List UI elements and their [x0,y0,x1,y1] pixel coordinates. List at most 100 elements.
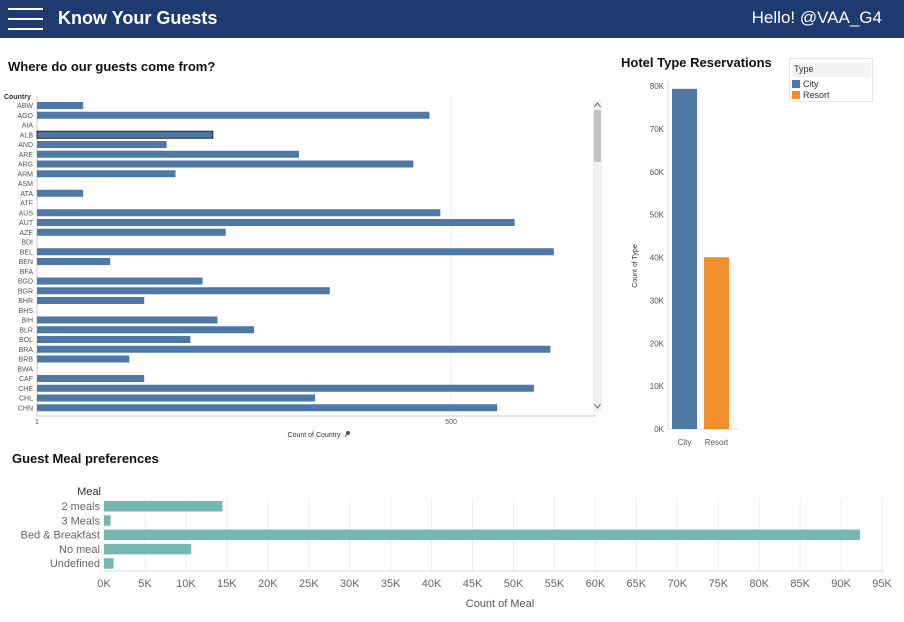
chevron-up-icon[interactable] [594,102,601,108]
country-bar [37,336,191,343]
app-header: Know Your Guests Hello! @VAA_G4 [0,0,904,38]
meal-bar [104,529,861,541]
country-chart: Country ABW AGO AIA ALB AND ARE ARG ARM ASM ATA ATF… [4,94,602,439]
meal-x-tick-label: 50K [504,578,524,590]
meal-x-tick-label: 15K [217,578,237,590]
country-bar [37,394,316,402]
app-title: Know Your Guests [58,8,218,28]
meal-x-tick-label: 90K [831,578,851,590]
hotel-y-tick-label: 10K [650,382,665,391]
meal-x-tick-label: 75K [708,578,728,590]
meal-x-tick-label: 95K [872,578,892,590]
meal-bar [104,501,223,512]
country-chart-title: Where do our guests come from? [8,59,216,74]
meal-x-tick-label: 30K [340,578,360,590]
country-x-axis-title: Count of Country [288,432,341,439]
meal-tick-label: 2 meals [61,501,100,513]
country-tick-label: ASM [18,181,33,188]
meal-tick-label: 3 Meals [61,515,100,527]
meal-axis-title: Meal [77,486,101,498]
country-bar [37,326,255,334]
legend-label-resort: Resort [803,90,830,100]
meal-x-tick-label: 25K [299,578,319,590]
country-bar [37,258,111,265]
country-bar [37,404,498,412]
country-tick-label: ARM [17,171,33,178]
hotel-y-tick-label: 50K [650,211,665,220]
country-tick-label: BHS [19,308,34,315]
meal-x-axis-title: Count of Meal [466,598,534,610]
country-x-tick-label: 1 [35,419,39,426]
country-bar [37,248,554,256]
country-bar [37,277,203,285]
country-x-tick-label: 500 [445,419,457,426]
country-bar [37,228,226,236]
country-tick-label: BGR [18,288,33,295]
hotel-y-tick-label: 20K [650,339,665,348]
meal-tick-label: No meal [59,544,100,556]
country-tick-label: BGD [18,279,33,286]
hotel-y-tick-label: 70K [650,125,665,134]
country-bar [37,170,176,178]
country-tick-label: CHE [18,386,33,393]
country-bar [36,130,214,139]
user-greeting: Hello! @VAA_G4 [751,8,882,27]
hotel-y-tick-label: 0K [654,425,664,434]
country-tick-label: BFA [20,269,34,276]
country-tick-label: AND [18,142,33,149]
meal-tick-label: Undefined [50,558,100,570]
country-tick-label: BHR [18,298,33,305]
country-tick-label: BEN [19,259,33,266]
country-bar [37,141,167,148]
country-bar [37,209,441,217]
country-tick-label: AZE [19,230,33,237]
meal-x-tick-label: 65K [627,578,647,590]
meal-x-tick-label: 35K [381,578,401,590]
country-bar [37,111,430,119]
country-tick-label: ARE [19,152,34,159]
country-tick-label: BWA [17,366,33,373]
country-tick-label: ABW [17,103,33,110]
country-tick-label: ALB [20,132,34,139]
country-tick-label: AUS [19,210,34,217]
meal-x-tick-label: 70K [668,578,688,590]
country-bar [37,345,551,353]
country-bar [37,355,130,363]
country-tick-label: BIH [21,318,33,325]
country-bar [37,316,218,324]
legend-label-city: City [803,79,819,89]
country-bar [37,297,145,304]
hotel-type-chart: 0K 10K 20K 30K 40K 50K 60K 70K 80K Count of Type C… [632,81,738,447]
country-bar [37,287,330,295]
meal-x-tick-label: 55K [545,578,565,590]
country-bar [37,384,534,392]
country-tick-label: ATA [20,191,33,198]
hamburger-menu-icon[interactable] [8,7,43,31]
country-scrollbar[interactable] [593,100,602,412]
country-bar [37,102,84,109]
meal-x-tick-label: 85K [790,578,810,590]
pin-icon[interactable] [344,431,350,438]
legend-title: Type [793,62,871,77]
meal-x-tick-label: 10K [176,578,196,590]
hotel-chart-title: Hotel Type Reservations [621,55,772,70]
country-tick-label: CHL [19,396,33,403]
country-scrollbar-thumb[interactable] [594,110,601,162]
meal-tick-label: Bed & Breakfast [21,530,101,542]
country-tick-label: BEL [20,249,33,256]
hotel-type-legend[interactable]: Type City Resort [789,58,873,102]
hotel-y-tick-label: 60K [650,168,665,177]
country-tick-label: BRB [19,357,34,364]
meal-bar [104,543,192,555]
country-bar [37,375,145,382]
hotel-y-tick-label: 80K [650,82,665,91]
country-bar [37,150,299,158]
country-bar [37,189,84,197]
country-bar [37,160,414,168]
country-tick-label: CAF [19,376,33,383]
chevron-down-icon[interactable] [594,403,601,409]
country-tick-label: BDI [21,240,33,247]
meal-x-tick-label: 5K [138,578,152,590]
country-tick-label: CHN [18,405,33,412]
legend-swatch-city [792,80,800,88]
